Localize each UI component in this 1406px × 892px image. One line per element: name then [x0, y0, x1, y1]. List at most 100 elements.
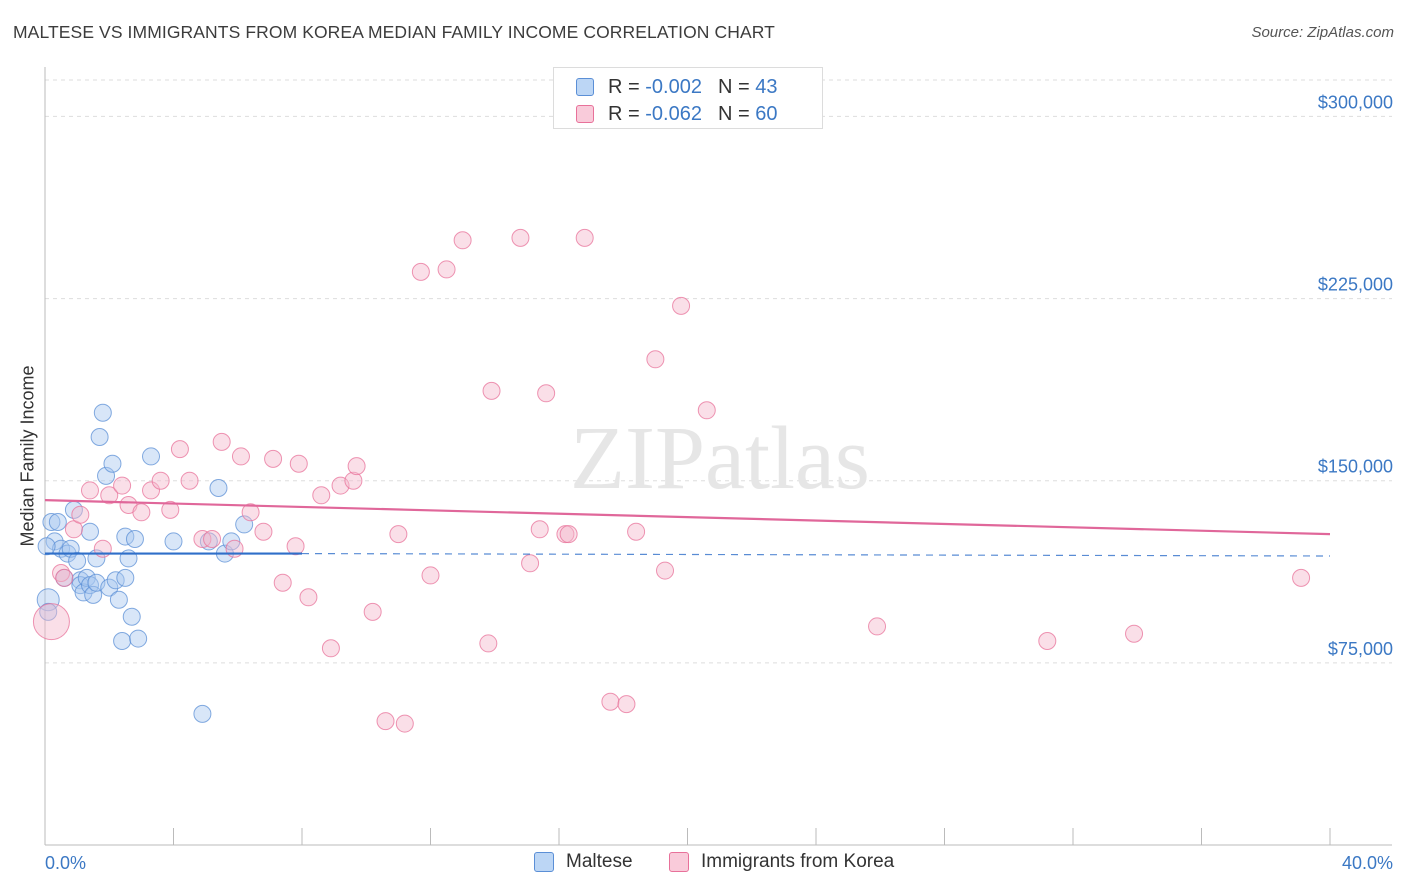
label-layer: $75,000 $150,000 $225,000 $300,000 0.0% 40.0% [45, 92, 1393, 873]
n-label: N = [717, 102, 750, 125]
trend-layer [44, 499, 1331, 557]
korea-point [395, 714, 414, 733]
maltese-trend-extension [301, 552, 1331, 557]
korea-swatch [576, 105, 594, 123]
maltese-point [209, 479, 228, 497]
korea-point [142, 481, 161, 500]
maltese-point [164, 532, 183, 551]
korea-point [868, 617, 887, 636]
korea-point [363, 602, 382, 621]
n-value-maltese: 43 [755, 75, 778, 98]
korea-point [100, 486, 119, 505]
korea-point [617, 695, 636, 714]
korea-point [482, 381, 501, 400]
korea-point [80, 481, 99, 500]
maltese-point [109, 590, 128, 609]
korea-point [286, 537, 305, 556]
korea-point [521, 554, 540, 573]
korea-point [299, 588, 318, 607]
korea-trend-line [44, 499, 1331, 536]
korea-point [273, 573, 292, 592]
maltese-point [84, 585, 103, 604]
korea-point [312, 486, 331, 505]
maltese-point [100, 578, 119, 597]
korea-point [344, 471, 363, 490]
korea-point [656, 561, 675, 580]
legend-row-maltese: R = -0.002 N = 43 [576, 75, 777, 99]
korea-point [203, 530, 222, 548]
korea-point [479, 634, 498, 653]
grid-layer [45, 79, 1392, 664]
points-layer [32, 228, 1311, 733]
maltese-point [93, 403, 112, 422]
korea-point [254, 522, 273, 541]
korea-point [113, 476, 132, 495]
n-label: N = [717, 75, 750, 98]
y-tick-label: $300,000 [1318, 92, 1393, 112]
korea-point [421, 566, 440, 585]
legend-item-maltese[interactable]: Maltese [534, 851, 633, 873]
korea-point [672, 296, 691, 315]
korea-point [180, 471, 199, 490]
maltese-point [125, 530, 144, 548]
korea-point [212, 432, 231, 451]
korea-point [437, 260, 456, 279]
maltese-point [48, 513, 67, 531]
korea-point [55, 568, 74, 587]
korea-point [537, 384, 556, 403]
korea-point [530, 520, 549, 539]
korea-point [151, 471, 170, 490]
korea-legend-swatch [669, 852, 689, 872]
korea-point [376, 712, 395, 731]
maltese-point [193, 704, 212, 723]
n-value-korea: 60 [755, 102, 778, 125]
maltese-point [116, 568, 135, 587]
korea-point [1292, 568, 1311, 587]
korea-point [321, 639, 340, 658]
korea-point [411, 262, 430, 281]
r-label: R = [608, 75, 640, 98]
korea-point [193, 530, 212, 548]
korea-point [289, 454, 308, 473]
chart-title: MALTESE VS IMMIGRANTS FROM KOREA MEDIAN … [13, 22, 775, 42]
x-tick-label-min: 0.0% [45, 853, 86, 873]
y-tick-label: $225,000 [1318, 275, 1393, 295]
maltese-swatch [576, 78, 594, 96]
series-legend: Maltese Immigrants from Korea [0, 851, 1406, 877]
korea-point [71, 505, 90, 524]
korea-legend-label: Immigrants from Korea [701, 851, 895, 872]
stats-legend: R = -0.002 N = 43 R = -0.062 N = 60 [553, 67, 823, 129]
maltese-point [68, 551, 87, 570]
maltese-point [37, 537, 56, 556]
korea-point [559, 525, 578, 544]
korea-point [161, 500, 180, 519]
x-tick-label-max: 40.0% [1342, 853, 1393, 873]
korea-point [231, 447, 250, 466]
korea-point [697, 401, 716, 420]
maltese-point [113, 632, 132, 650]
y-axis-title: Median Family Income [17, 365, 38, 547]
korea-point [132, 503, 151, 522]
korea-point [347, 457, 366, 476]
maltese-legend-swatch [534, 852, 554, 872]
maltese-point [42, 513, 61, 531]
legend-item-korea[interactable]: Immigrants from Korea [669, 851, 894, 873]
source-label: Source: ZipAtlas.com [1251, 24, 1394, 41]
watermark: ZIPatlas [570, 409, 870, 508]
korea-point [32, 603, 70, 641]
korea-point [453, 231, 472, 250]
y-tick-label: $150,000 [1318, 457, 1393, 477]
korea-point [575, 228, 594, 247]
korea-point [511, 228, 530, 247]
maltese-point [122, 607, 141, 626]
r-value-maltese: -0.002 [645, 75, 702, 98]
korea-point [170, 440, 189, 459]
korea-point [646, 350, 665, 369]
y-tick-label: $75,000 [1328, 639, 1393, 659]
korea-point [1125, 624, 1144, 643]
maltese-point [129, 629, 148, 648]
axis-layer [44, 67, 1392, 846]
r-value-korea: -0.062 [645, 102, 702, 125]
korea-point [241, 503, 260, 522]
